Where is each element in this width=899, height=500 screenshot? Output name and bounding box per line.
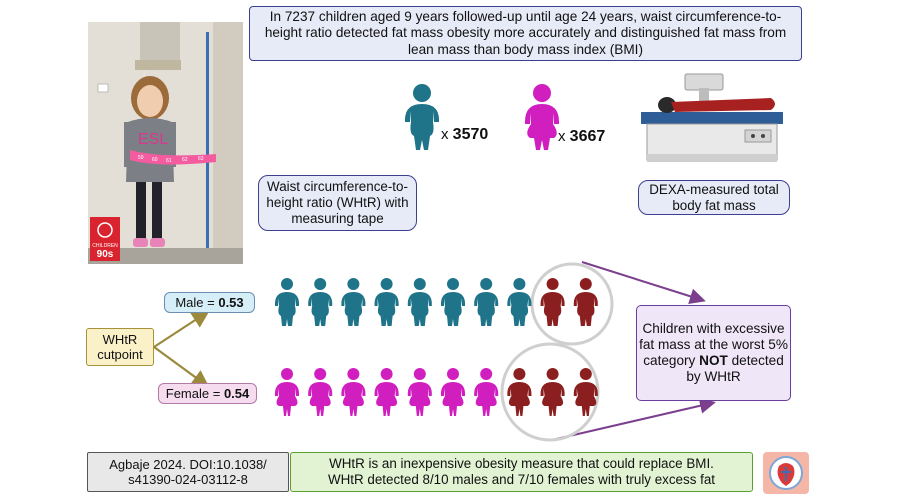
tape-mark: 60 (152, 157, 158, 163)
summary-box: WHtR is an inexpensive obesity measure t… (290, 452, 753, 492)
male-count: x 3570 (441, 126, 488, 144)
male-detected-person-icon (507, 278, 532, 326)
dexa-description-box: DEXA-measured total body fat mass (638, 180, 790, 215)
male-highlight-circle (530, 262, 614, 346)
logo-text-line1: CHILDREN (92, 243, 118, 249)
logo-text-line2: 90s (97, 249, 114, 260)
female-undetected-person-icon (540, 368, 565, 416)
male-detected-person-icon (308, 278, 333, 326)
male-undetected-arrow (581, 261, 706, 305)
undetected-text-part1: Children with excessive fat mass at the … (639, 320, 788, 368)
whtr-description-text: Waist circumference-to-height ratio (WHt… (266, 179, 409, 226)
summary-line1: WHtR is an inexpensive obesity measure t… (329, 456, 714, 472)
title-text: In 7237 children aged 9 years followed-u… (264, 9, 787, 57)
dexa-scanner-illustration (641, 73, 783, 162)
female-undetected-person-icon (573, 368, 598, 416)
female-cutpoint-box: Female = 0.54 (158, 383, 257, 404)
tape-mark: 61 (166, 158, 172, 164)
undetected-children-text: Children with excessive fat mass at the … (637, 321, 790, 385)
male-cutpoint-value: 0.53 (218, 294, 244, 310)
male-cutpoint-label: Male = (175, 294, 215, 310)
female-undetected-person-icon (507, 368, 532, 416)
male-undetected-person-icon (540, 278, 565, 326)
reference-box: Agbaje 2024. DOI:10.1038/ s41390-024-031… (87, 452, 289, 492)
undetected-text-bold: NOT (699, 353, 728, 368)
female-icon (524, 84, 560, 150)
whtr-cutpoint-label: WHtR cutpoint (97, 331, 143, 362)
male-icon (404, 84, 440, 150)
male-detected-person-icon (341, 278, 366, 326)
male-detected-person-icon (274, 278, 300, 326)
male-undetected-person-icon (573, 278, 598, 326)
male-detected-person-icon (374, 278, 399, 326)
undetected-children-box: Children with excessive fat mass at the … (636, 305, 791, 401)
male-cutpoint-arrow (153, 310, 210, 348)
summary-text: WHtR is an inexpensive obesity measure t… (328, 456, 715, 488)
female-detected-person-icon (341, 368, 366, 416)
female-detected-person-icon (274, 368, 300, 416)
tape-mark: 59 (138, 155, 144, 161)
female-count-prefix: x (558, 128, 566, 145)
female-undetected-arrow (551, 397, 716, 441)
dexa-description-text: DEXA-measured total body fat mass (649, 181, 779, 213)
female-cutpoint-value: 0.54 (223, 385, 250, 401)
male-detected-person-icon (440, 278, 466, 326)
male-detected-person-icon (474, 278, 499, 326)
svg-text:ESL: ESL (138, 131, 168, 148)
male-detected-person-icon (407, 278, 432, 326)
female-detected-person-icon (440, 368, 466, 416)
female-detected-person-icon (308, 368, 333, 416)
title-box: In 7237 children aged 9 years followed-u… (249, 6, 802, 61)
female-detected-person-icon (407, 368, 432, 416)
female-count-value: 3667 (569, 128, 606, 145)
whtr-description-box: Waist circumference-to-height ratio (WHt… (258, 175, 417, 231)
female-count: x 3667 (558, 128, 605, 146)
tape-mark: 62 (182, 157, 188, 163)
male-count-prefix: x (441, 126, 449, 143)
reference-text: Agbaje 2024. DOI:10.1038/ s41390-024-031… (109, 456, 267, 487)
female-detected-person-icon (474, 368, 499, 416)
female-detected-person-icon (374, 368, 399, 416)
tape-mark: 63 (198, 156, 204, 162)
whtr-cutpoint-box: WHtR cutpoint (86, 328, 154, 366)
journal-logo (763, 452, 809, 494)
summary-line2: WHtR detected 8/10 males and 7/10 female… (327, 472, 716, 487)
child-measurement-photo: ESL 59 60 61 62 63 CHILDREN 90s (88, 22, 243, 264)
female-cutpoint-label: Female = (165, 385, 221, 401)
male-count-value: 3570 (452, 126, 489, 143)
male-cutpoint-box: Male = 0.53 (164, 292, 255, 313)
female-highlight-circle (500, 342, 600, 442)
female-cutpoint-arrow (153, 346, 210, 388)
undetected-text-part2: detected by WHtR (686, 353, 784, 385)
